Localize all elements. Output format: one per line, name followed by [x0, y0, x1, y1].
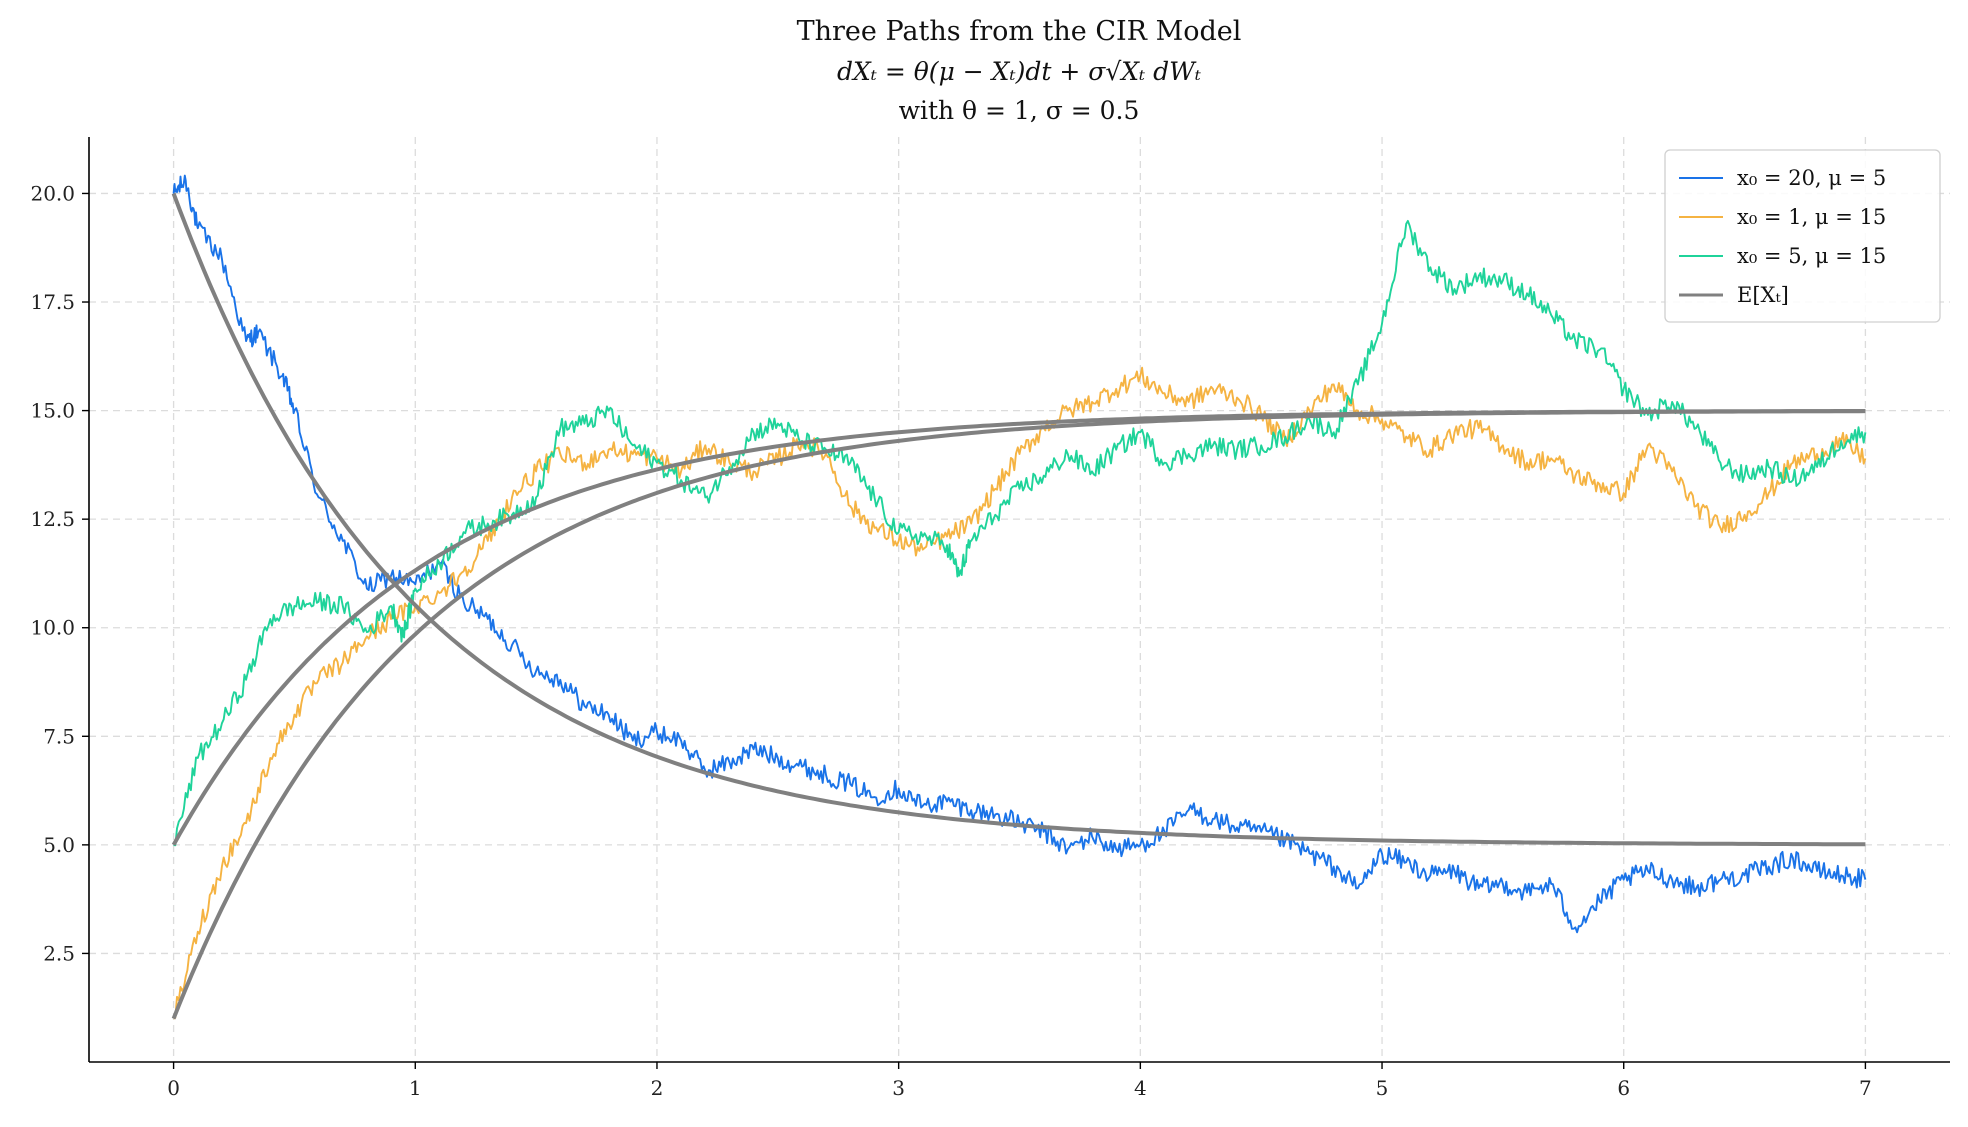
chart-subtitle-line-1: dXₜ = θ(μ − Xₜ)dt + σ√Xₜ dWₜ — [837, 57, 1201, 86]
y-tick-label-5: 15.0 — [30, 399, 75, 423]
y-tick-label-6: 17.5 — [30, 290, 75, 314]
x-tick-label-7: 7 — [1859, 1076, 1872, 1100]
x-tick-label-1: 1 — [409, 1076, 422, 1100]
legend-box — [1664, 149, 1941, 323]
expectation-curve-2 — [171, 409, 1866, 846]
x-tick-label-5: 5 — [1376, 1076, 1389, 1100]
chart-title-group: Three Paths from the CIR Model dXₜ = θ(μ… — [797, 16, 1242, 125]
legend-label-3: E[Xₜ] — [1737, 283, 1789, 307]
y-tick-label-7: 20.0 — [30, 181, 75, 205]
x-tick-label-2: 2 — [651, 1076, 664, 1100]
expectation-curve-0 — [171, 192, 1866, 847]
expectation-curve-1 — [171, 409, 1866, 1020]
series-line-1 — [173, 366, 1867, 1020]
x-tick-label-6: 6 — [1617, 1076, 1630, 1100]
legend-label-1: x₀ = 1, μ = 15 — [1737, 205, 1886, 229]
y-tick-label-4: 12.5 — [30, 507, 75, 531]
grid-layer — [89, 137, 1950, 1062]
series-line-2 — [173, 219, 1867, 847]
legend-label-2: x₀ = 5, μ = 15 — [1737, 244, 1886, 268]
x-tick-label-3: 3 — [892, 1076, 905, 1100]
x-tick-label-0: 0 — [167, 1076, 180, 1100]
y-tick-label-3: 10.0 — [30, 616, 75, 640]
legend-label-0: x₀ = 20, μ = 5 — [1737, 166, 1886, 190]
x-tick-label-4: 4 — [1134, 1076, 1147, 1100]
series-layer — [171, 174, 1867, 1020]
chart-subtitle-line-2: with θ = 1, σ = 0.5 — [899, 96, 1140, 125]
axes-layer: 0 1 2 3 4 5 6 7 2.5 5.0 7.5 10.0 12.5 15.0 17.5 20.0 — [30, 137, 1950, 1100]
y-tick-label-1: 5.0 — [43, 833, 75, 857]
y-tick-label-2: 7.5 — [43, 724, 75, 748]
series-line-0 — [172, 174, 1867, 934]
y-tick-label-0: 2.5 — [43, 941, 75, 965]
chart-title: Three Paths from the CIR Model — [797, 16, 1242, 47]
legend: x₀ = 20, μ = 5 x₀ = 1, μ = 15 x₀ = 5, μ = … — [1664, 149, 1941, 323]
